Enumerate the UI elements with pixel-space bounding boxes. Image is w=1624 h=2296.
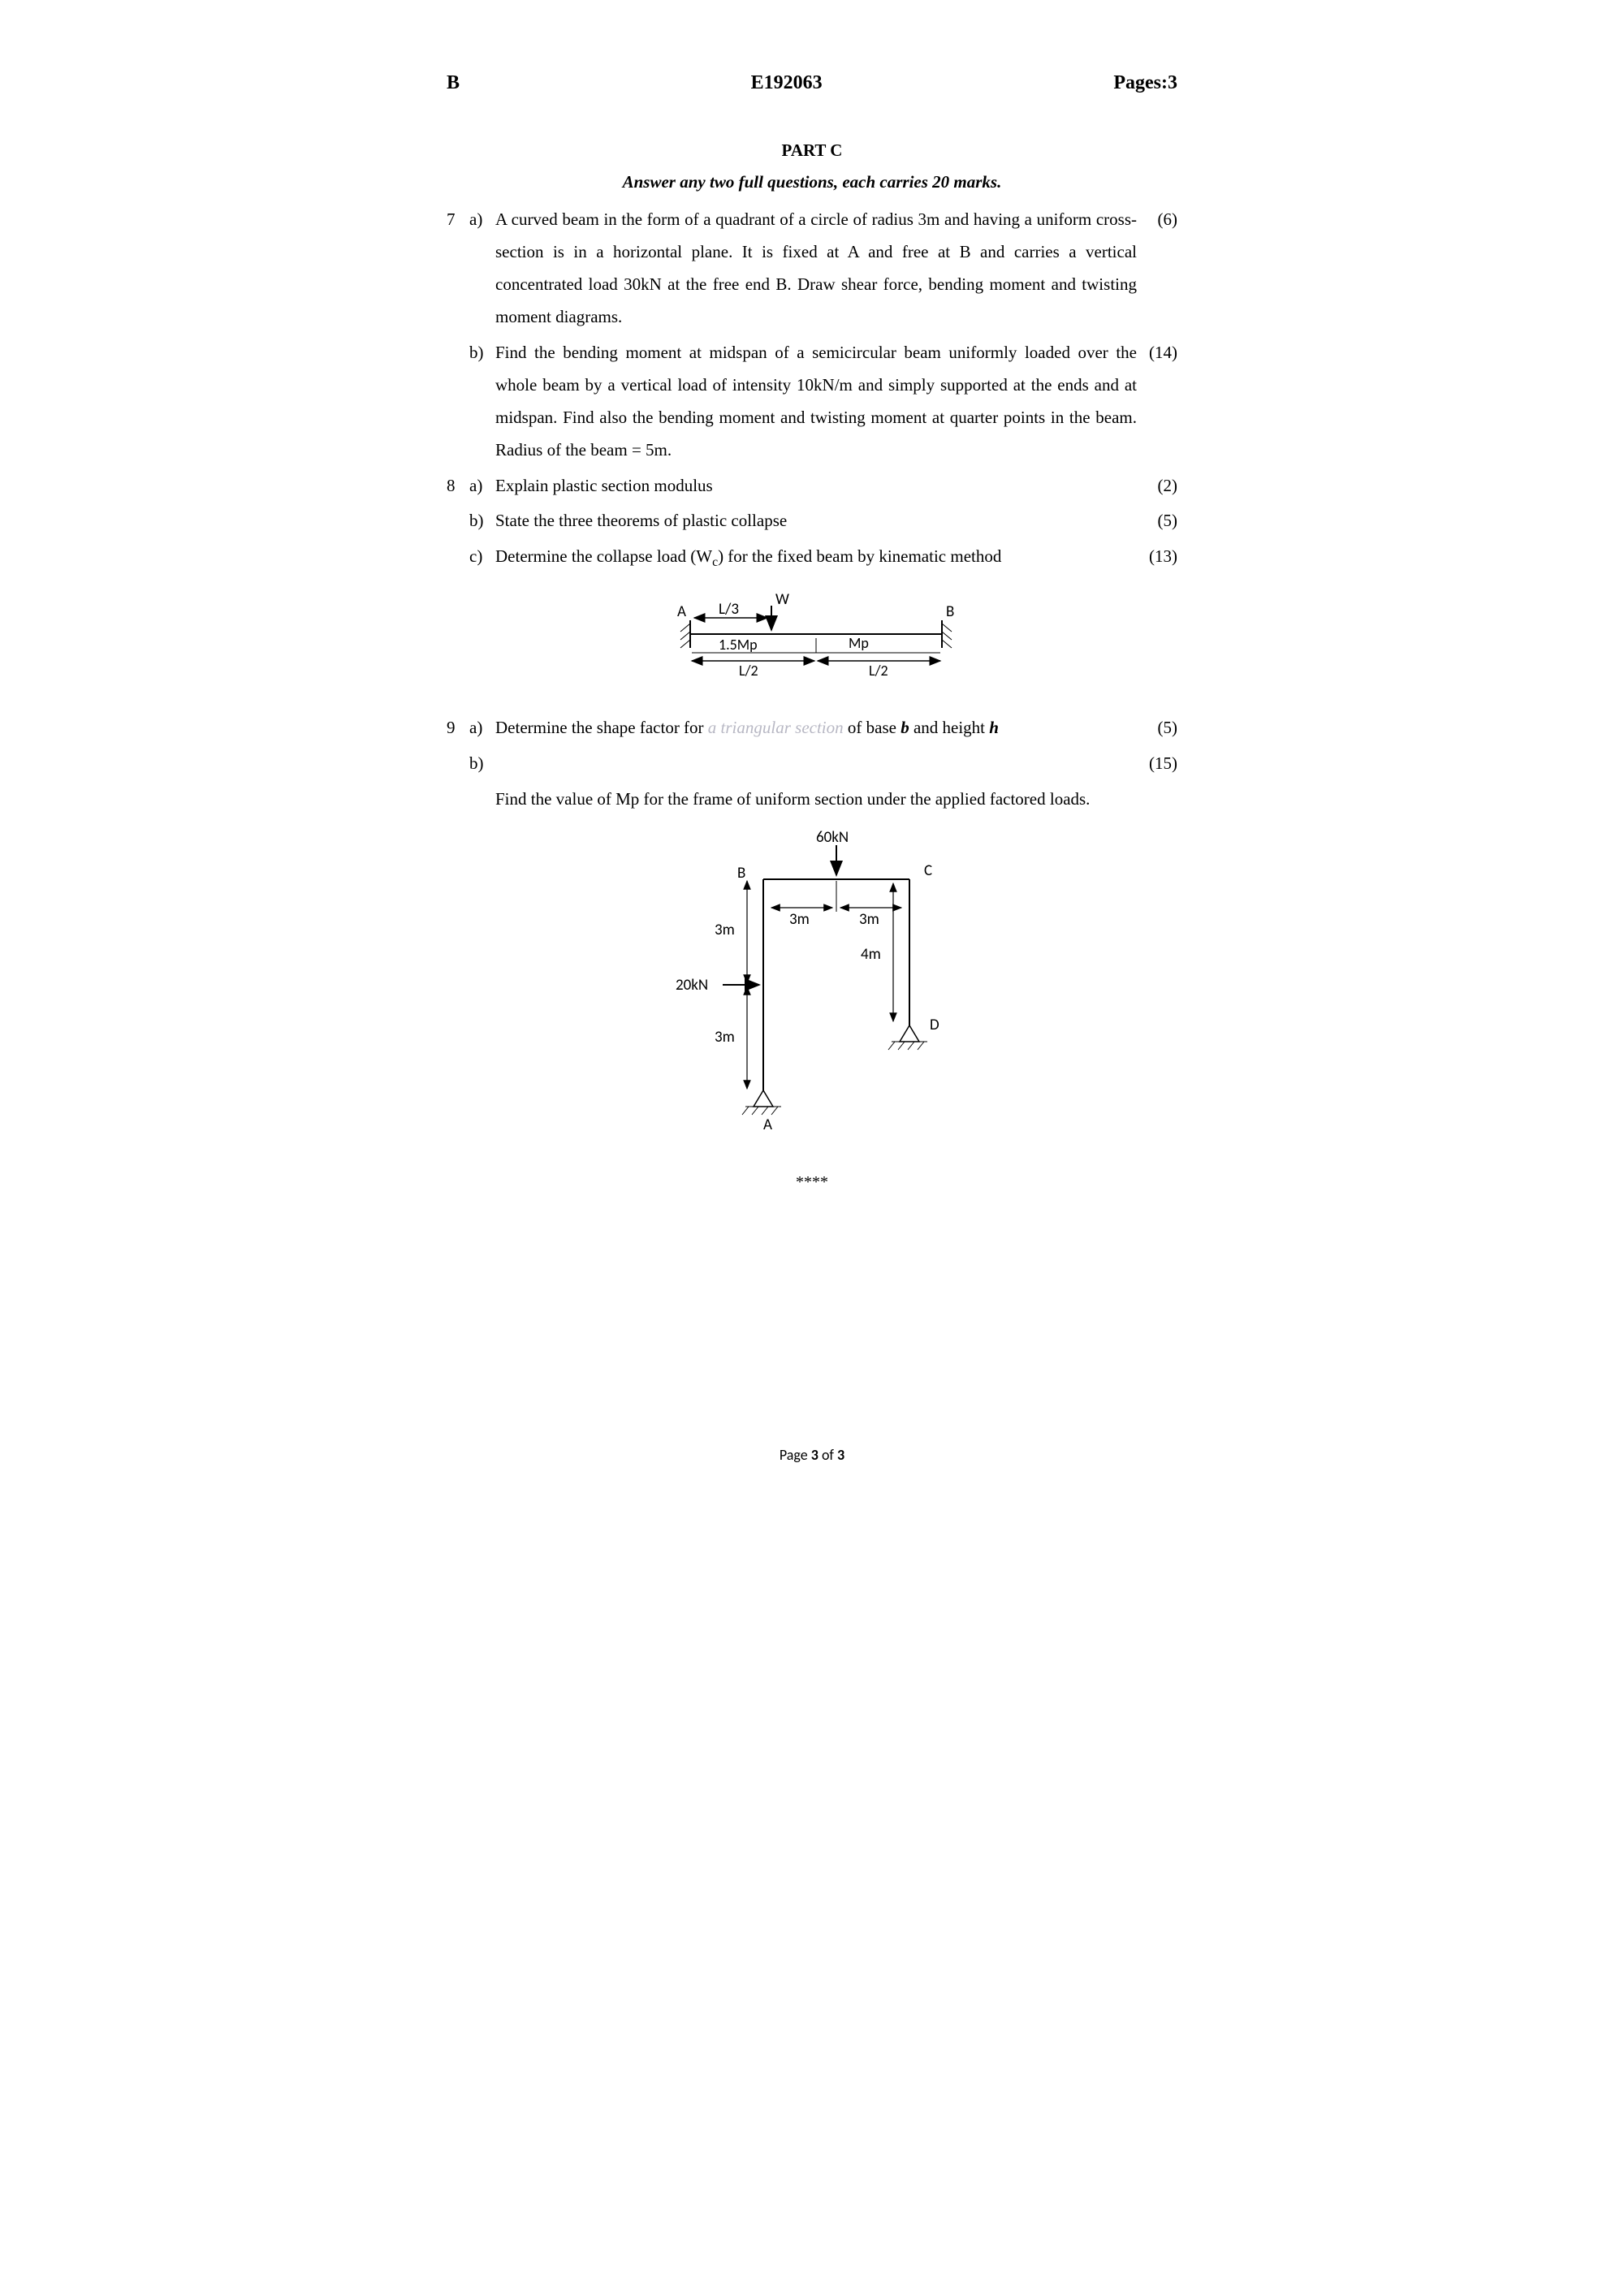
question-marks: (5) [1137,505,1177,537]
footer-total: 3 [837,1446,844,1464]
question-8c: c) Determine the collapse load (Wc) for … [447,541,1177,575]
label-A: A [677,602,686,621]
frame-diagram: 60kN 20kN B C D A 3m 3m 3m 3m 4m [447,831,1177,1142]
page: B E192063 Pages:3 PART C Answer any two … [365,0,1259,1517]
label-C: C [924,861,932,880]
footer-current: 3 [811,1446,818,1464]
label-B: B [737,864,745,883]
question-9b: b) (15) [447,748,1177,780]
question-text: Determine the collapse load (Wc) for the… [495,541,1137,575]
question-marks: (6) [1137,204,1177,236]
question-text: A curved beam in the form of a quadrant … [495,204,1137,334]
question-text: Determine the shape factor for a triangu… [495,712,1137,744]
footer-mid: of [818,1446,837,1464]
label-60kN: 60kN [816,831,849,847]
question-part-label: b) [469,505,495,537]
part-title: PART C [447,135,1177,167]
label-3m-left: 3m [789,910,810,929]
header-right: Pages:3 [1113,65,1177,102]
question-8b: b) State the three theorems of plastic c… [447,505,1177,537]
question-marks: (2) [1137,470,1177,503]
frame-svg: 60kN 20kN B C D A 3m 3m 3m 3m 4m [650,831,974,1131]
question-number: 9 [447,712,469,744]
instructions: Answer any two full questions, each carr… [447,166,1177,199]
label-20kN: 20kN [676,976,708,995]
label-L3: L/3 [719,600,739,619]
question-part-label: b) [469,748,495,780]
label-3m-right: 3m [859,910,879,929]
question-8a: 8 a) Explain plastic section modulus (2) [447,470,1177,503]
label-D: D [930,1016,939,1034]
header-left: B [447,65,460,102]
question-marks: (14) [1137,337,1177,369]
question-number: 8 [447,470,469,503]
end-marker: **** [447,1167,1177,1198]
label-A: A [763,1116,772,1131]
question-text: Explain plastic section modulus [495,470,1137,503]
question-part-label: c) [469,541,495,573]
page-header: B E192063 Pages:3 [447,65,1177,102]
question-text: Find the value of Mp for the frame of un… [495,783,1137,816]
question-text: State the three theorems of plastic coll… [495,505,1137,537]
label-Mp: Mp [849,634,869,652]
question-7b: b) Find the bending moment at midspan of… [447,337,1177,467]
question-part-label: b) [469,337,495,369]
question-text: Find the bending moment at midspan of a … [495,337,1137,467]
label-15Mp: 1.5Mp [719,636,758,654]
question-part-label: a) [469,204,495,236]
question-part-label: a) [469,712,495,744]
page-footer: Page 3 of 3 [447,1441,1177,1469]
question-9a: 9 a) Determine the shape factor for a tr… [447,712,1177,744]
question-9b-continued: Find the value of Mp for the frame of un… [447,783,1177,816]
label-B: B [946,602,954,621]
label-L2a: L/2 [739,662,758,680]
beam-diagram: W L/3 A B 1.5Mp Mp L/2 L/2 [447,589,1177,694]
header-center: E192063 [751,65,823,102]
question-part-label: a) [469,470,495,503]
label-3m-lower: 3m [715,1028,735,1047]
footer-prefix: Page [780,1446,811,1464]
question-marks: (13) [1137,541,1177,573]
label-L2b: L/2 [869,662,888,680]
label-4m: 4m [861,945,881,964]
beam-svg: W L/3 A B 1.5Mp Mp L/2 L/2 [641,589,983,683]
question-7a: 7 a) A curved beam in the form of a quad… [447,204,1177,334]
question-marks: (15) [1137,748,1177,780]
label-3m-upper: 3m [715,921,735,939]
question-number: 7 [447,204,469,236]
question-marks: (5) [1137,712,1177,744]
label-W: W [775,590,789,609]
